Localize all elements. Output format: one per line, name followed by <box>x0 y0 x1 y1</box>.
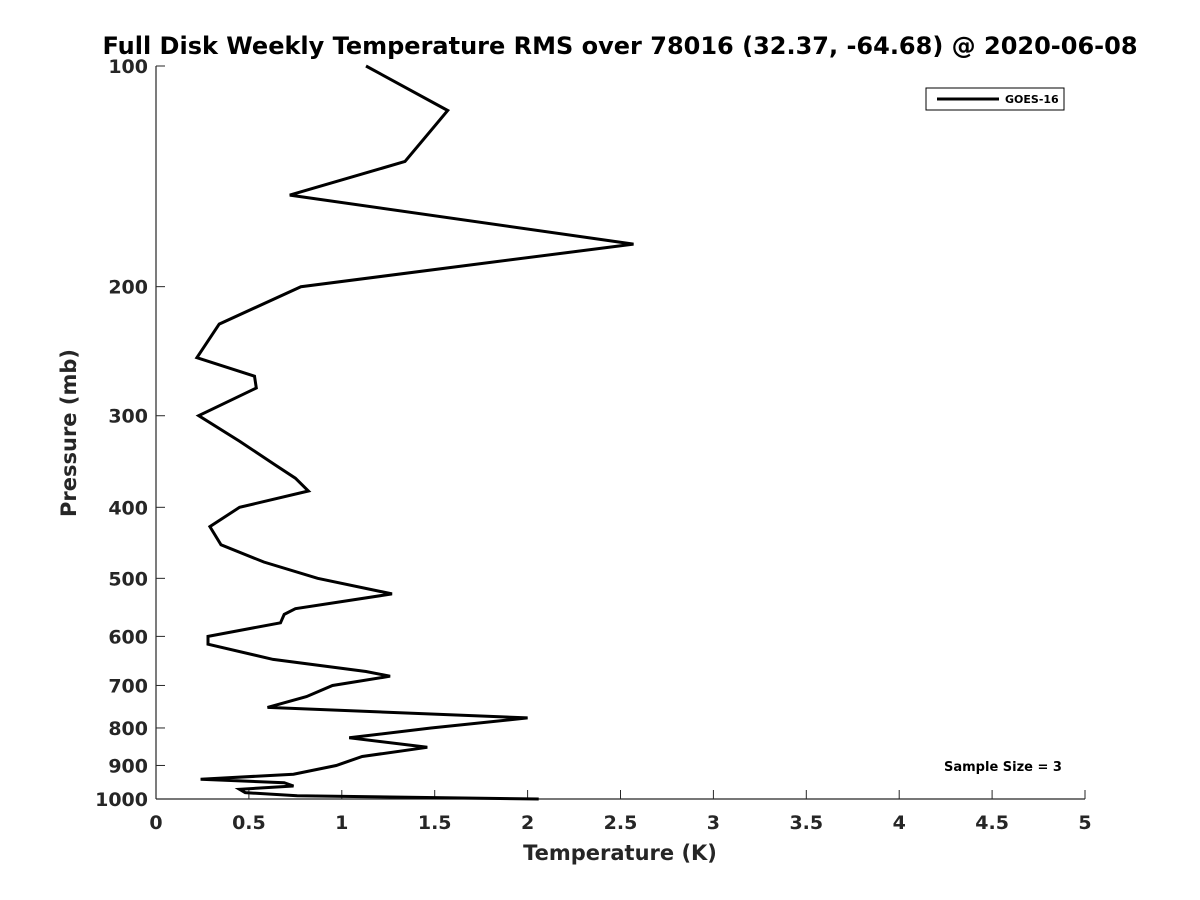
axis-ticks: 0 0.5 1 1.5 2 2.5 3 3.5 4 4.5 5 100 200 300 400 500 600 7… <box>95 56 1092 834</box>
x-tick-label: 2 <box>521 812 534 834</box>
y-axis-label: Pressure (mb) <box>57 349 81 517</box>
y-tick-label: 900 <box>108 755 148 777</box>
x-tick-label: 5 <box>1078 812 1091 834</box>
y-tick-label: 500 <box>108 568 148 590</box>
x-tick-label: 0 <box>149 812 162 834</box>
y-tick-label: 700 <box>108 675 148 697</box>
y-tick-label: 400 <box>108 497 148 519</box>
y-tick-label: 1000 <box>95 789 148 811</box>
sample-size-annotation: Sample Size = 3 <box>944 760 1062 775</box>
y-tick-label: 800 <box>108 718 148 740</box>
x-tick-label: 4 <box>893 812 906 834</box>
series-line-goes-16 <box>194 64 634 801</box>
x-tick-label: 3 <box>707 812 720 834</box>
y-tick-label: 100 <box>108 56 148 78</box>
x-tick-label: 3.5 <box>789 812 823 834</box>
x-tick-label: 1.5 <box>418 812 452 834</box>
y-tick-label: 200 <box>108 277 148 299</box>
x-axis-label: Temperature (K) <box>523 841 717 865</box>
y-tick-label: 300 <box>108 406 148 428</box>
series-lines <box>194 64 634 801</box>
legend: GOES-16 <box>925 87 1065 111</box>
y-tick-label: 600 <box>108 626 148 648</box>
x-tick-label: 0.5 <box>232 812 266 834</box>
x-tick-label: 4.5 <box>975 812 1009 834</box>
plot-axes <box>155 66 1085 800</box>
x-tick-label: 1 <box>335 812 348 834</box>
x-tick-label: 2.5 <box>604 812 638 834</box>
legend-label-goes-16: GOES-16 <box>1005 93 1059 106</box>
chart-title: Full Disk Weekly Temperature RMS over 78… <box>102 32 1137 60</box>
